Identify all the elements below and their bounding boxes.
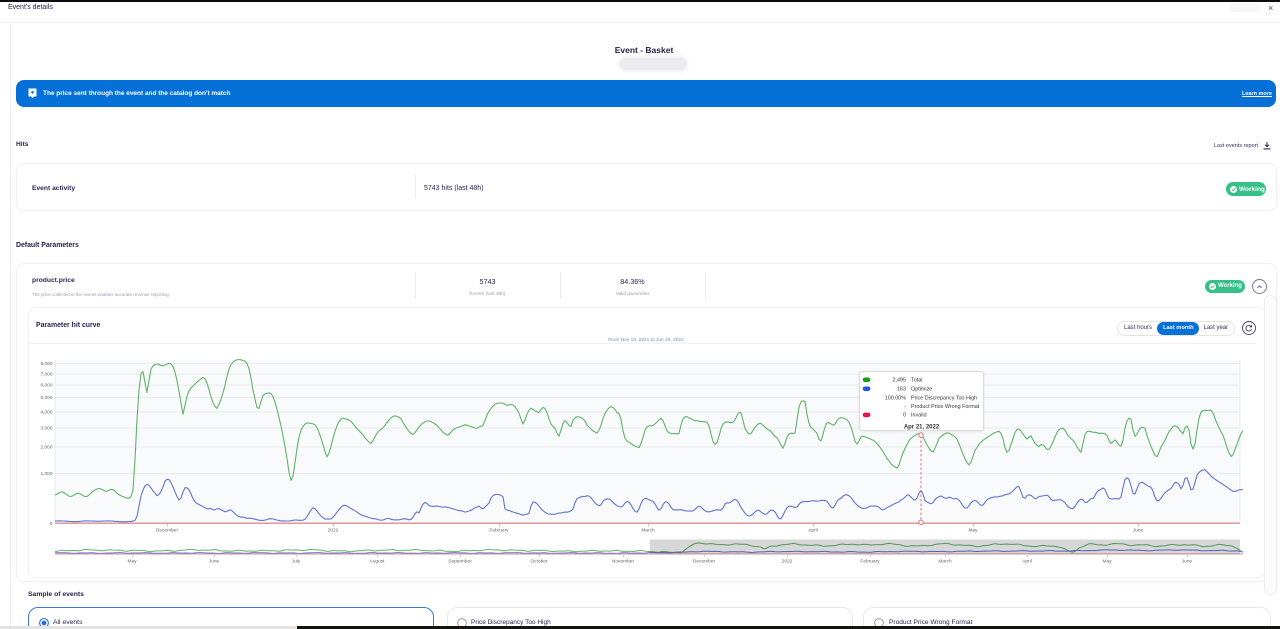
svg-text:May: May — [968, 528, 978, 534]
svg-text:5,000: 5,000 — [40, 395, 52, 401]
svg-text:0: 0 — [903, 412, 906, 418]
svg-text:May: May — [127, 559, 137, 565]
svg-text:7,000: 7,000 — [40, 372, 52, 378]
svg-text:0: 0 — [50, 521, 53, 527]
svg-text:2,495: 2,495 — [893, 377, 907, 383]
svg-text:February: February — [860, 559, 880, 565]
svg-text:September: September — [448, 559, 472, 565]
svg-text:Apr 21, 2022: Apr 21, 2022 — [904, 424, 940, 430]
svg-text:-: - — [904, 404, 906, 410]
svg-text:Invalid: Invalid — [911, 412, 927, 418]
svg-text:8,000: 8,000 — [40, 361, 52, 367]
svg-text:October: October — [530, 559, 547, 565]
svg-text:December: December — [693, 559, 716, 565]
svg-text:May: May — [1102, 559, 1112, 565]
svg-text:Product Price Wrong Format: Product Price Wrong Format — [911, 404, 980, 410]
svg-text:2022: 2022 — [328, 528, 339, 534]
svg-text:April: April — [808, 528, 818, 534]
svg-text:March: March — [938, 559, 952, 565]
svg-text:June: June — [209, 559, 220, 565]
svg-text:February: February — [489, 528, 509, 534]
svg-text:June: June — [1133, 528, 1144, 534]
svg-text:3,000: 3,000 — [40, 426, 52, 432]
svg-text:March: March — [641, 528, 655, 534]
svg-text:Total: Total — [911, 377, 922, 383]
svg-text:6,000: 6,000 — [40, 383, 52, 389]
svg-text:163: 163 — [897, 386, 906, 392]
svg-text:Optimize: Optimize — [911, 386, 932, 392]
svg-text:June: June — [1182, 559, 1193, 565]
svg-text:August: August — [370, 559, 386, 565]
svg-text:November: November — [612, 559, 635, 565]
svg-text:1,000: 1,000 — [40, 471, 52, 477]
svg-text:2022: 2022 — [782, 559, 793, 565]
svg-text:4,000: 4,000 — [40, 410, 52, 416]
svg-text:December: December — [156, 528, 179, 534]
svg-text:100.00%: 100.00% — [885, 395, 906, 401]
svg-text:Price Discrepancy Too High: Price Discrepancy Too High — [911, 395, 977, 401]
svg-text:July: July — [292, 559, 301, 565]
svg-text:2,000: 2,000 — [40, 445, 52, 451]
svg-text:April: April — [1022, 559, 1032, 565]
